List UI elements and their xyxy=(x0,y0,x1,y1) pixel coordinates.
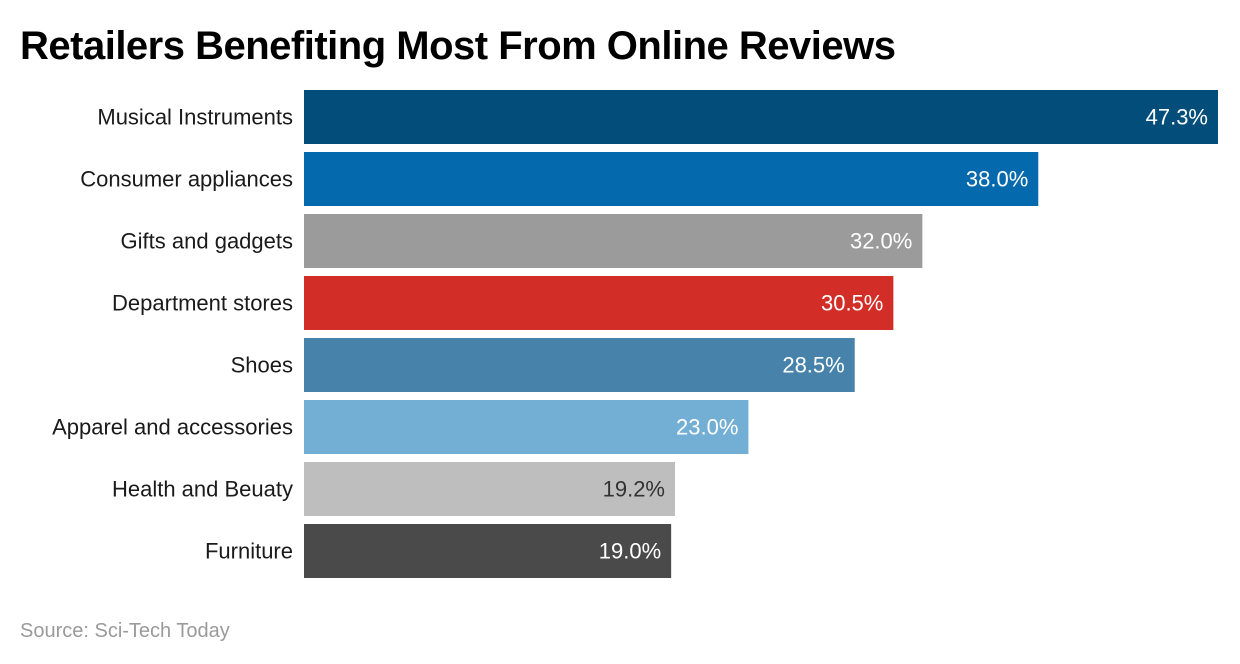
bar xyxy=(304,214,923,268)
category-label: Gifts and gadgets xyxy=(121,229,293,254)
bar xyxy=(304,462,676,516)
value-label: 19.0% xyxy=(599,539,661,564)
value-label: 19.2% xyxy=(603,477,665,502)
category-label: Apparel and accessories xyxy=(52,415,293,440)
value-label: 47.3% xyxy=(1146,105,1208,130)
bar xyxy=(304,338,855,392)
value-label: 23.0% xyxy=(676,415,738,440)
bar xyxy=(304,276,894,330)
value-label: 38.0% xyxy=(966,167,1028,192)
category-label: Department stores xyxy=(112,291,293,316)
bar xyxy=(304,90,1218,144)
bar xyxy=(304,152,1039,206)
category-label: Musical Instruments xyxy=(97,105,293,130)
category-label: Furniture xyxy=(205,539,293,564)
category-label: Health and Beuaty xyxy=(112,477,293,502)
chart-title: Retailers Benefiting Most From Online Re… xyxy=(20,24,896,68)
bar xyxy=(304,524,672,578)
source-note: Source: Sci-Tech Today xyxy=(20,620,230,642)
category-label: Shoes xyxy=(231,353,293,378)
bar xyxy=(304,400,749,454)
bars-layer: Musical Instruments 47.3% Consumer applian… xyxy=(52,90,1218,578)
value-label: 30.5% xyxy=(821,291,883,316)
value-label: 28.5% xyxy=(782,353,844,378)
category-label: Consumer appliances xyxy=(80,167,293,192)
value-label: 32.0% xyxy=(850,229,912,254)
